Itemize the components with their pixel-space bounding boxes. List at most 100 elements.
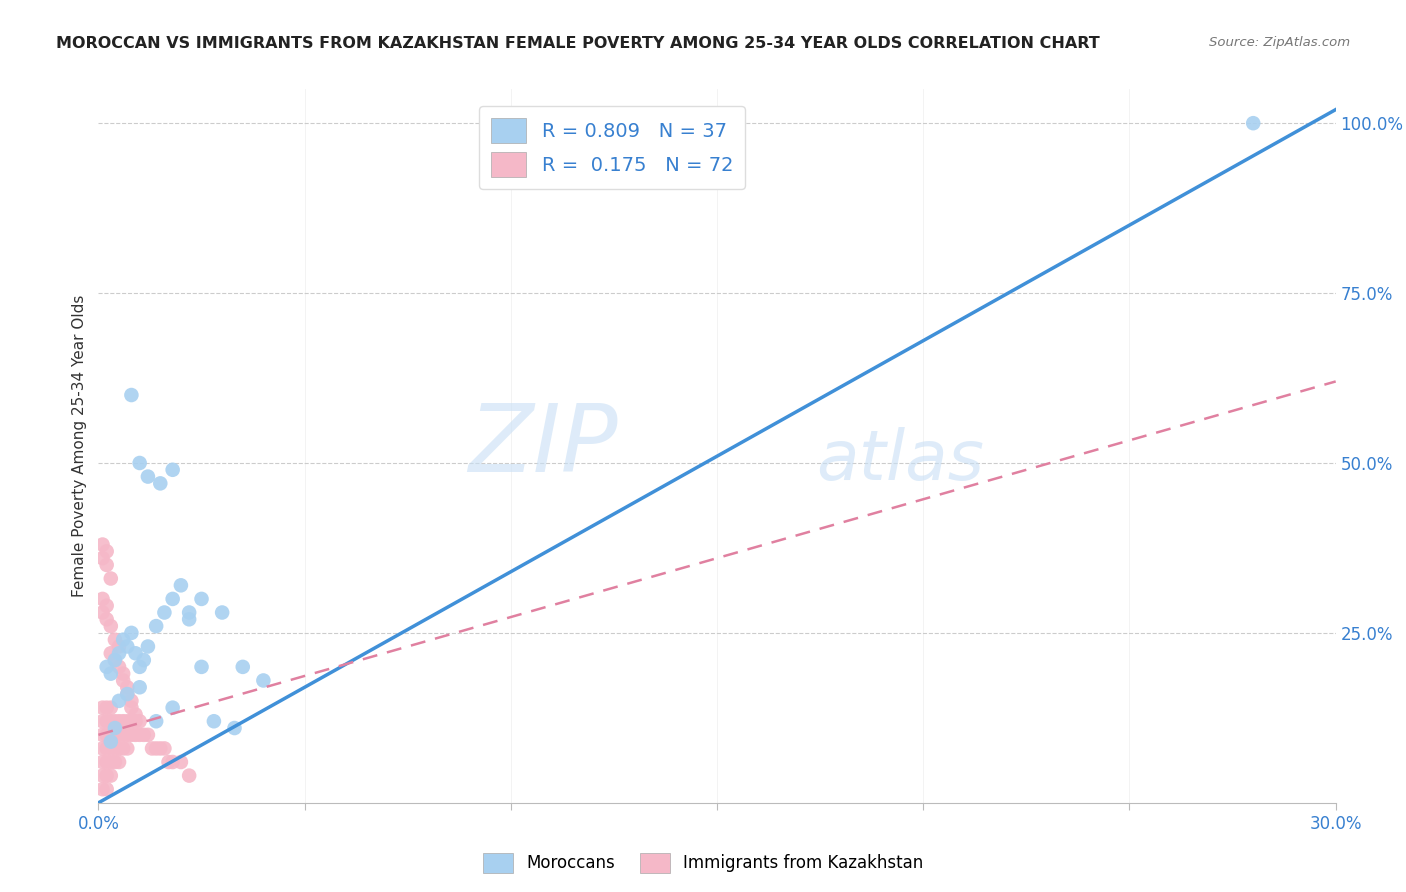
Point <box>112 728 135 742</box>
Point <box>112 714 135 729</box>
Point <box>128 456 150 470</box>
Point <box>91 591 114 606</box>
Legend: R = 0.809   N = 37, R =  0.175   N = 72: R = 0.809 N = 37, R = 0.175 N = 72 <box>479 106 745 189</box>
Point <box>104 721 127 735</box>
Point <box>162 591 184 606</box>
Point <box>96 660 118 674</box>
Point <box>136 640 159 654</box>
Point <box>100 666 122 681</box>
Point <box>128 714 150 729</box>
Point <box>162 700 184 714</box>
Point <box>120 700 142 714</box>
Point <box>128 728 150 742</box>
Point <box>104 728 127 742</box>
Point <box>100 700 122 714</box>
Point <box>136 728 159 742</box>
Point <box>108 640 131 654</box>
Point <box>96 612 118 626</box>
Point <box>232 660 254 674</box>
Point <box>104 653 127 667</box>
Point <box>96 741 118 756</box>
Point <box>120 728 142 742</box>
Point <box>117 640 139 654</box>
Point <box>252 673 274 688</box>
Y-axis label: Female Poverty Among 25-34 Year Olds: Female Poverty Among 25-34 Year Olds <box>72 295 87 597</box>
Point <box>149 741 172 756</box>
Point <box>190 591 212 606</box>
Point <box>1241 116 1264 130</box>
Point <box>96 544 118 558</box>
Point <box>96 700 118 714</box>
Point <box>108 660 131 674</box>
Point <box>145 714 167 729</box>
Point <box>108 755 131 769</box>
Point <box>108 741 131 756</box>
Point <box>120 626 142 640</box>
Point <box>145 741 167 756</box>
Text: Source: ZipAtlas.com: Source: ZipAtlas.com <box>1209 36 1350 49</box>
Point <box>91 551 114 566</box>
Point <box>190 660 212 674</box>
Point <box>112 666 135 681</box>
Point <box>108 694 131 708</box>
Point <box>132 728 155 742</box>
Point <box>100 619 122 633</box>
Point <box>100 755 122 769</box>
Point <box>136 469 159 483</box>
Point <box>104 755 127 769</box>
Point <box>104 714 127 729</box>
Point <box>96 558 118 572</box>
Point <box>117 687 139 701</box>
Point <box>128 660 150 674</box>
Point <box>170 755 193 769</box>
Point <box>112 632 135 647</box>
Point <box>117 728 139 742</box>
Point <box>128 680 150 694</box>
Point <box>124 714 146 729</box>
Point <box>124 646 146 660</box>
Point <box>224 721 246 735</box>
Point <box>96 769 118 783</box>
Point <box>100 734 122 748</box>
Point <box>117 687 139 701</box>
Text: MOROCCAN VS IMMIGRANTS FROM KAZAKHSTAN FEMALE POVERTY AMONG 25-34 YEAR OLDS CORR: MOROCCAN VS IMMIGRANTS FROM KAZAKHSTAN F… <box>56 36 1099 51</box>
Point <box>179 612 201 626</box>
Point <box>96 714 118 729</box>
Point <box>162 755 184 769</box>
Point <box>91 700 114 714</box>
Point <box>117 741 139 756</box>
Point <box>112 741 135 756</box>
Point <box>91 537 114 551</box>
Point <box>149 476 172 491</box>
Point <box>91 606 114 620</box>
Point <box>153 606 176 620</box>
Legend: Moroccans, Immigrants from Kazakhstan: Moroccans, Immigrants from Kazakhstan <box>477 847 929 880</box>
Point <box>96 728 118 742</box>
Point <box>100 646 122 660</box>
Point <box>117 680 139 694</box>
Point <box>91 741 114 756</box>
Point <box>96 755 118 769</box>
Point <box>91 714 114 729</box>
Point <box>170 578 193 592</box>
Point <box>91 782 114 797</box>
Point <box>124 728 146 742</box>
Point <box>179 769 201 783</box>
Point <box>145 619 167 633</box>
Point <box>179 606 201 620</box>
Point <box>100 741 122 756</box>
Point <box>157 755 180 769</box>
Point <box>91 728 114 742</box>
Point <box>100 769 122 783</box>
Text: ZIP: ZIP <box>468 401 619 491</box>
Point <box>108 646 131 660</box>
Point <box>211 606 233 620</box>
Text: atlas: atlas <box>815 426 984 494</box>
Point <box>112 673 135 688</box>
Point <box>120 714 142 729</box>
Point <box>100 714 122 729</box>
Point <box>104 653 127 667</box>
Point <box>91 769 114 783</box>
Point <box>117 714 139 729</box>
Point <box>132 653 155 667</box>
